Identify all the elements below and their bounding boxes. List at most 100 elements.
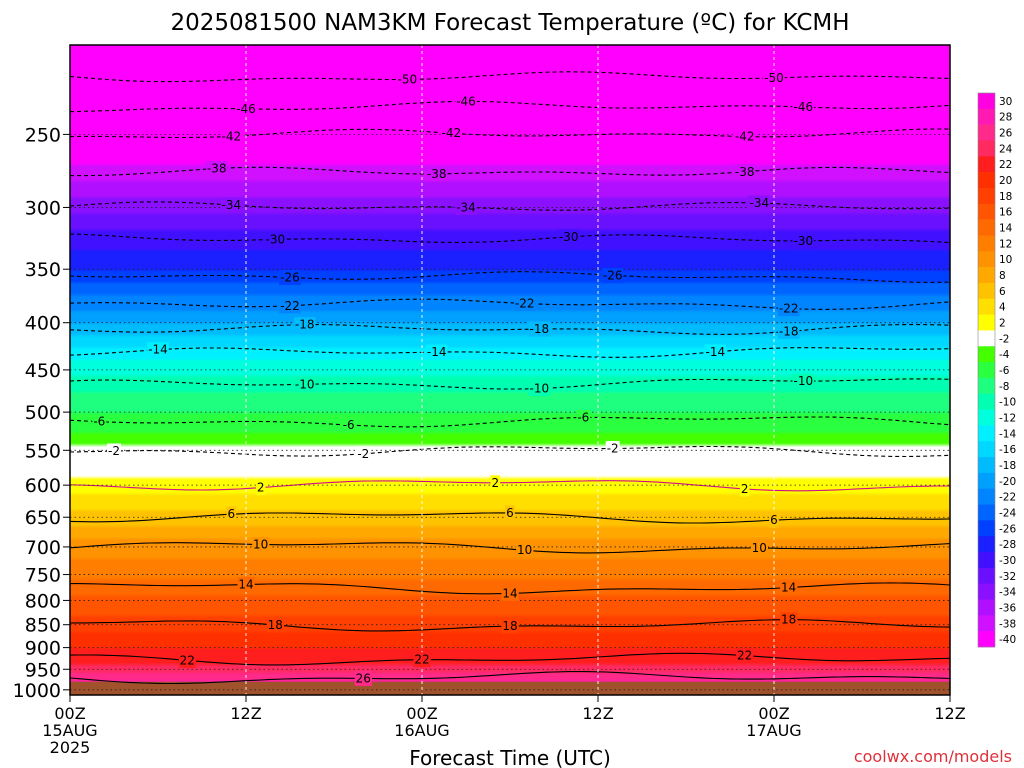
x-axis-title: Forecast Time (UTC) — [409, 746, 611, 768]
isotherm-label-bg — [780, 612, 798, 628]
isotherm-label: -14 — [427, 345, 447, 359]
isotherm-label-bg — [769, 512, 779, 528]
y-tick-label: 350 — [25, 259, 61, 281]
isotherm-label-bg — [252, 537, 270, 552]
isotherm-label: 14 — [502, 586, 517, 600]
colorbar-label: -10 — [999, 397, 1016, 409]
isotherm-label-bg — [107, 443, 121, 459]
isotherm-label: -42 — [221, 129, 241, 143]
isotherm-label: -50 — [764, 71, 784, 85]
isotherm-label-bg — [266, 617, 284, 633]
isotherm-label-bg — [455, 199, 477, 215]
isotherm-label: 6 — [770, 513, 778, 527]
isotherm-label-bg — [528, 321, 551, 337]
colorbar-swatch — [978, 599, 995, 616]
colorbar-swatch — [978, 346, 995, 363]
colorbar-swatch — [978, 298, 995, 315]
isotherm-label-bg — [440, 125, 463, 141]
isotherm-label: 18 — [502, 619, 517, 633]
isotherm-label-bg — [750, 540, 768, 556]
y-tick-label: 850 — [25, 615, 61, 637]
colorbar-label: 2 — [999, 318, 1006, 330]
y-tick-label: 450 — [25, 360, 61, 382]
x-tick-label: 2025 — [50, 738, 91, 757]
y-tick-label: 700 — [25, 537, 61, 559]
isotherm-label-bg — [237, 577, 255, 592]
colorbar-label: -36 — [999, 602, 1016, 614]
colorbar-swatch — [978, 425, 995, 442]
colorbar-swatch — [978, 567, 995, 584]
colorbar-label: -4 — [999, 349, 1010, 361]
colorbar-swatch — [978, 536, 995, 553]
isotherm-label: -26 — [603, 268, 623, 282]
isotherm-label: -50 — [397, 73, 417, 87]
x-tick-label: 16AUG — [394, 721, 449, 740]
isotherm-label-bg — [505, 505, 515, 521]
colorbar-swatch — [978, 504, 995, 521]
colorbar-label: -38 — [999, 618, 1016, 630]
isotherm-label-bg — [739, 481, 750, 497]
isotherm-label-bg — [279, 270, 301, 285]
colorbar-label: 20 — [999, 175, 1012, 187]
colorbar-label: 14 — [999, 223, 1013, 235]
x-tick-label: 15AUG — [42, 721, 97, 740]
colorbar-swatch — [978, 187, 995, 205]
colorbar-swatch — [978, 314, 995, 331]
isotherm-label: -38 — [427, 167, 447, 181]
colorbar-label: 16 — [999, 207, 1013, 219]
isotherm-label-bg — [293, 317, 316, 333]
colorbar-swatch — [978, 362, 995, 379]
colorbar-label: -24 — [999, 508, 1016, 520]
colorbar-label: 18 — [999, 191, 1012, 203]
x-tick-label: 00Z — [406, 704, 437, 723]
colorbar-label: -20 — [999, 476, 1016, 488]
isotherm-label-bg — [792, 233, 815, 249]
colorbar-swatch — [978, 631, 995, 648]
isotherm-label: -22 — [779, 302, 799, 316]
x-tick-label: 17AUG — [746, 721, 801, 740]
isotherm-label-bg — [425, 166, 448, 182]
isotherm-label: -30 — [559, 230, 579, 244]
chart-title: 2025081500 NAM3KM Forecast Temperature (… — [170, 10, 849, 36]
isotherm-line — [70, 542, 950, 554]
isotherm-label: 22 — [414, 653, 429, 667]
colorbar-swatch — [978, 488, 995, 505]
isotherm-label-bg — [513, 296, 536, 311]
isotherm-label: 26 — [356, 671, 371, 685]
isotherm-label-bg — [733, 164, 756, 180]
isotherm-line — [70, 652, 950, 666]
plot-area: -50 -50 -46 -46 -46 -42 -42 -42 -38 -38 -38 -34 -34 -… — [70, 45, 950, 695]
colorbar-label: -30 — [999, 555, 1016, 567]
isotherm-label: -42 — [441, 126, 461, 140]
isotherm-label-bg — [704, 344, 727, 360]
colorbar-swatch — [978, 472, 995, 490]
colorbar-label: -34 — [999, 587, 1016, 599]
y-tick-label: 650 — [25, 507, 61, 529]
isotherm-label-bg — [501, 585, 519, 601]
isotherm-label: -34 — [221, 198, 241, 212]
colorbar-swatch — [978, 282, 995, 300]
y-tick-label: 900 — [25, 638, 61, 660]
colorbar-swatch — [978, 156, 995, 173]
colorbar-swatch — [978, 457, 995, 474]
isotherm-label-bg — [605, 441, 620, 456]
colorbar-label: -14 — [999, 428, 1016, 440]
isotherm-label: 22 — [180, 653, 195, 667]
colorbar-swatch — [978, 583, 995, 600]
isotherm-label-bg — [516, 542, 534, 558]
x-tick-label: 12Z — [934, 704, 965, 723]
colorbar-label: -32 — [999, 571, 1016, 583]
y-tick-label: 400 — [25, 313, 61, 335]
isotherm-label: -2 — [607, 442, 619, 456]
isotherm-label-bg — [264, 232, 287, 247]
isotherm-label-bg — [777, 301, 800, 317]
isotherm-label-bg — [178, 652, 196, 668]
colorbar-label: 30 — [999, 96, 1012, 108]
y-tick-label: 950 — [25, 659, 61, 681]
colorbar-label: 24 — [999, 143, 1013, 155]
y-tick-label: 500 — [25, 402, 61, 424]
colorbar-swatch — [978, 330, 995, 347]
colorbar-label: 26 — [999, 128, 1013, 140]
isotherm-label: 2 — [257, 481, 265, 495]
